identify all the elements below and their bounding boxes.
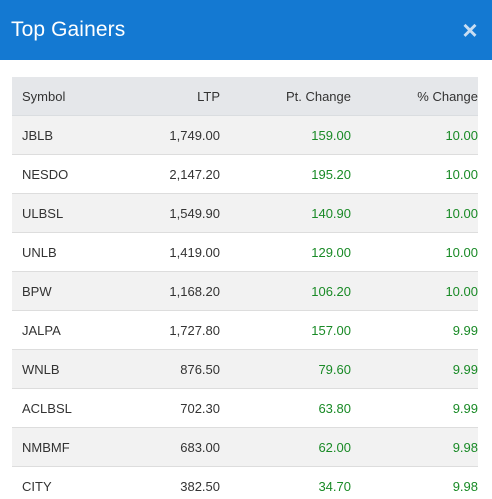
- symbol-cell[interactable]: UNLB: [12, 232, 132, 272]
- symbol-cell[interactable]: JALPA: [12, 310, 132, 350]
- top-gainers-table-container: Symbol LTP Pt. Change % Change JBLB 1,74…: [12, 77, 478, 499]
- column-header-pt-change[interactable]: Pt. Change: [220, 77, 351, 116]
- percent-change-cell: 9.99: [351, 310, 478, 350]
- table-row[interactable]: ACLBSL 702.30 63.80 9.99: [12, 388, 478, 428]
- column-header-percent-change[interactable]: % Change: [351, 77, 478, 116]
- symbol-cell[interactable]: JBLB: [12, 115, 132, 155]
- symbol-cell[interactable]: WNLB: [12, 349, 132, 389]
- ltp-cell: 683.00: [132, 427, 220, 467]
- percent-change-cell: 10.00: [351, 232, 478, 272]
- close-button[interactable]: ×: [462, 15, 478, 45]
- table-header-row: Symbol LTP Pt. Change % Change: [12, 77, 478, 116]
- table-row[interactable]: JALPA 1,727.80 157.00 9.99: [12, 310, 478, 350]
- symbol-cell[interactable]: CITY: [12, 466, 132, 499]
- pt-change-cell: 79.60: [220, 349, 351, 389]
- modal-header: Top Gainers ×: [0, 0, 492, 60]
- table-row[interactable]: NESDO 2,147.20 195.20 10.00: [12, 154, 478, 194]
- ltp-cell: 382.50: [132, 466, 220, 499]
- column-header-ltp[interactable]: LTP: [132, 77, 220, 116]
- percent-change-cell: 9.98: [351, 466, 478, 499]
- modal-title: Top Gainers: [11, 18, 126, 41]
- ltp-cell: 1,727.80: [132, 310, 220, 350]
- column-header-symbol[interactable]: Symbol: [12, 77, 132, 116]
- pt-change-cell: 195.20: [220, 154, 351, 194]
- ltp-cell: 1,419.00: [132, 232, 220, 272]
- ltp-cell: 1,549.90: [132, 193, 220, 233]
- pt-change-cell: 106.20: [220, 271, 351, 311]
- table-row[interactable]: NMBMF 683.00 62.00 9.98: [12, 427, 478, 467]
- percent-change-cell: 10.00: [351, 271, 478, 311]
- symbol-cell[interactable]: NESDO: [12, 154, 132, 194]
- ltp-cell: 876.50: [132, 349, 220, 389]
- percent-change-cell: 9.99: [351, 349, 478, 389]
- ltp-cell: 702.30: [132, 388, 220, 428]
- table-row[interactable]: ULBSL 1,549.90 140.90 10.00: [12, 193, 478, 233]
- table-row[interactable]: UNLB 1,419.00 129.00 10.00: [12, 232, 478, 272]
- pt-change-cell: 129.00: [220, 232, 351, 272]
- pt-change-cell: 63.80: [220, 388, 351, 428]
- pt-change-cell: 34.70: [220, 466, 351, 499]
- top-gainers-table: Symbol LTP Pt. Change % Change JBLB 1,74…: [12, 77, 478, 499]
- percent-change-cell: 9.98: [351, 427, 478, 467]
- symbol-cell[interactable]: BPW: [12, 271, 132, 311]
- percent-change-cell: 10.00: [351, 193, 478, 233]
- table-row[interactable]: CITY 382.50 34.70 9.98: [12, 466, 478, 499]
- ltp-cell: 1,749.00: [132, 115, 220, 155]
- pt-change-cell: 159.00: [220, 115, 351, 155]
- pt-change-cell: 140.90: [220, 193, 351, 233]
- pt-change-cell: 157.00: [220, 310, 351, 350]
- table-row[interactable]: WNLB 876.50 79.60 9.99: [12, 349, 478, 389]
- symbol-cell[interactable]: ACLBSL: [12, 388, 132, 428]
- symbol-cell[interactable]: ULBSL: [12, 193, 132, 233]
- table-row[interactable]: JBLB 1,749.00 159.00 10.00: [12, 115, 478, 155]
- percent-change-cell: 10.00: [351, 115, 478, 155]
- percent-change-cell: 9.99: [351, 388, 478, 428]
- ltp-cell: 1,168.20: [132, 271, 220, 311]
- pt-change-cell: 62.00: [220, 427, 351, 467]
- percent-change-cell: 10.00: [351, 154, 478, 194]
- symbol-cell[interactable]: NMBMF: [12, 427, 132, 467]
- ltp-cell: 2,147.20: [132, 154, 220, 194]
- table-row[interactable]: BPW 1,168.20 106.20 10.00: [12, 271, 478, 311]
